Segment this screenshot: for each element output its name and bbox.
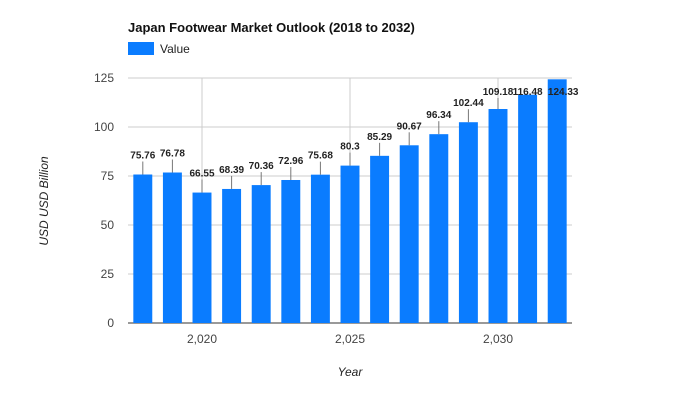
y-tick-label: 0 <box>107 316 114 330</box>
bar <box>458 122 478 324</box>
bar <box>222 188 242 323</box>
data-label: 75.68 <box>308 151 333 162</box>
x-tick-label: 2,030 <box>483 332 513 346</box>
y-tick-label: 125 <box>94 71 114 85</box>
bar <box>133 174 153 323</box>
data-label: 75.76 <box>130 151 155 162</box>
data-label: 72.96 <box>278 156 303 167</box>
y-axis-title: USD USD Billion <box>37 156 51 246</box>
x-tick-label: 2,020 <box>187 332 217 346</box>
data-label: 85.29 <box>367 132 392 143</box>
data-label: 124.33 <box>548 87 579 98</box>
data-label: 68.39 <box>219 165 244 176</box>
y-tick-label: 25 <box>101 267 115 281</box>
bar <box>251 185 271 323</box>
data-label: 102.44 <box>453 98 484 109</box>
data-label: 96.34 <box>426 110 451 121</box>
bar <box>162 172 182 323</box>
bar <box>399 145 419 323</box>
data-label: 80.3 <box>340 142 360 153</box>
x-axis-title: Year <box>338 365 364 379</box>
y-axis-ticks: 0 25 50 75 100 125 <box>94 71 114 330</box>
legend-swatch <box>128 42 154 55</box>
bar <box>518 94 538 323</box>
legend: Value <box>128 42 190 56</box>
legend-label: Value <box>160 42 190 56</box>
bar <box>547 79 567 323</box>
bar <box>340 165 360 323</box>
bar <box>310 174 330 323</box>
x-tick-label: 2,025 <box>335 332 365 346</box>
bar <box>488 109 508 323</box>
y-tick-label: 75 <box>101 169 115 183</box>
data-label: 109.18 <box>483 87 514 98</box>
bar <box>281 179 301 323</box>
data-label: 116.48 <box>513 87 543 98</box>
data-label: 70.36 <box>249 161 274 172</box>
bars <box>133 79 567 324</box>
y-tick-label: 50 <box>101 218 115 232</box>
bar <box>192 192 212 323</box>
y-tick-label: 100 <box>94 120 114 134</box>
x-axis-ticks: 2,020 2,025 2,030 <box>187 332 513 346</box>
data-labels: 75.76 76.78 66.55 68.39 70.36 72.96 75.68 80.3 8… <box>130 87 579 193</box>
bar <box>429 134 449 323</box>
data-label: 66.55 <box>189 169 214 180</box>
data-label: 90.67 <box>397 121 422 132</box>
chart-title: Japan Footwear Market Outlook (2018 to 2… <box>128 20 415 35</box>
data-label: 76.78 <box>160 149 185 160</box>
bar <box>370 155 390 323</box>
